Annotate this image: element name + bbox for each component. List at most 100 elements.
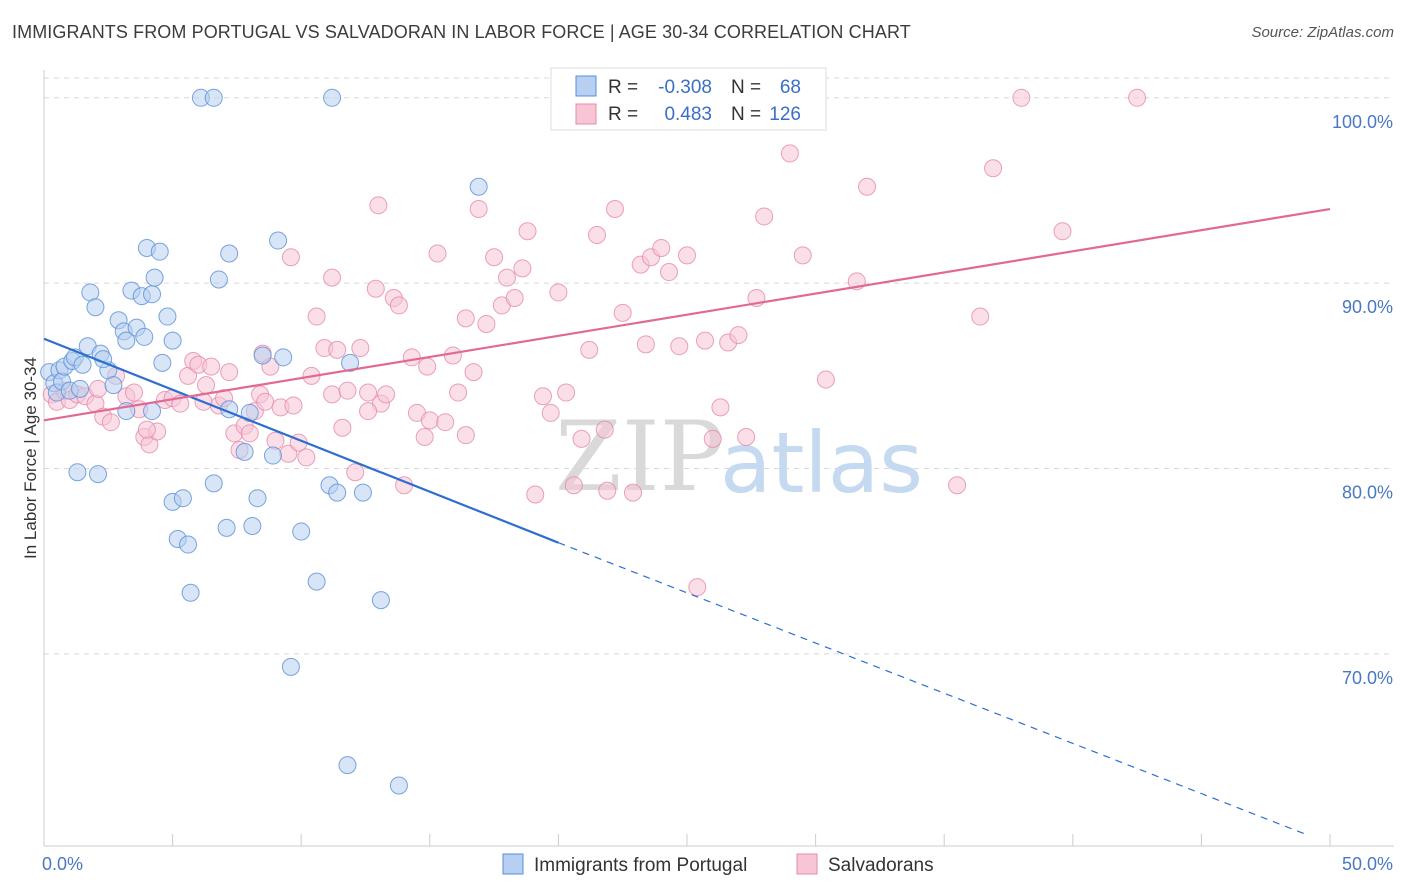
y-tick-label-0: 100.0% <box>1332 112 1393 132</box>
y-tick-label-3: 70.0% <box>1342 668 1393 688</box>
legend-r-label-2: R = <box>608 104 638 125</box>
salvadoran-point-50 <box>359 383 378 402</box>
salvadoran-point-47 <box>338 381 357 400</box>
salvadoran-point-103 <box>780 144 799 163</box>
salvadoran-point-49 <box>351 339 370 358</box>
portugal-trend-line <box>43 337 559 544</box>
portugal-point-56 <box>328 483 347 502</box>
salvadoran-point-33 <box>256 392 275 411</box>
salvadoran-point-61 <box>428 244 447 263</box>
salvadoran-point-90 <box>652 238 671 257</box>
salvadoran-point-118 <box>359 402 378 421</box>
source-label: Source: ZipAtlas.com <box>1251 24 1394 41</box>
salvadoran-point-122 <box>636 335 655 354</box>
salvadoran-point-44 <box>323 385 342 404</box>
legend-swatch-blue <box>575 75 597 97</box>
salvadoran-point-23 <box>202 357 221 376</box>
salvadoran-point-108 <box>948 476 967 495</box>
legend-n-value-2: 126 <box>769 104 801 125</box>
portugal-point-32 <box>89 465 108 484</box>
series-swatch-salvadorans <box>796 853 818 875</box>
salvadoran-point-117 <box>323 268 342 287</box>
salvadoran-point-97 <box>711 398 730 417</box>
portugal-point-28 <box>153 353 172 372</box>
portugal-point-58 <box>341 353 360 372</box>
salvadoran-point-40 <box>297 448 316 467</box>
portugal-point-63 <box>281 657 300 676</box>
salvadoran-point-35 <box>266 431 285 450</box>
salvadoran-point-71 <box>497 268 516 287</box>
salvadoran-point-109 <box>971 307 990 326</box>
salvadoran-point-104 <box>793 246 812 265</box>
portugal-point-64 <box>338 756 357 775</box>
portugal-point-31 <box>68 463 87 482</box>
portugal-point-26 <box>145 268 164 287</box>
salvadoran-trend-line <box>43 207 1331 422</box>
portugal-trend-extension <box>558 542 1305 835</box>
portugal-point-60 <box>307 572 326 591</box>
salvadoran-point-51 <box>366 279 385 298</box>
portugal-point-13 <box>86 298 105 317</box>
portugal-point-23 <box>135 327 154 346</box>
portugal-point-27 <box>150 242 169 261</box>
salvadoran-point-66 <box>464 363 483 382</box>
legend-n-label-1: N = <box>731 77 761 98</box>
portugal-point-45 <box>235 442 254 461</box>
salvadoran-point-22 <box>197 376 216 395</box>
trend-lines <box>43 207 1331 835</box>
salvadoran-point-78 <box>549 283 568 302</box>
correlation-legend: R = -0.308 N = 68 R = 0.483 N = 126 <box>550 67 827 131</box>
salvadoran-point-107 <box>858 177 877 196</box>
salvadoran-point-48 <box>346 463 365 482</box>
series-swatch-portugal <box>502 853 524 875</box>
salvadoran-point-82 <box>580 340 599 359</box>
grid-lines <box>44 77 1394 655</box>
salvadoran-point-114 <box>281 248 300 267</box>
portugal-point-62 <box>181 583 200 602</box>
salvadoran-point-86 <box>613 303 632 322</box>
salvadoran-point-73 <box>513 259 532 278</box>
salvadoran-point-120 <box>456 309 475 328</box>
legend-swatch-pink <box>575 103 597 125</box>
salvadoran-point-67 <box>469 200 488 219</box>
salvadoran-point-77 <box>541 403 560 422</box>
portugal-point-39 <box>209 270 228 289</box>
salvadoran-point-63 <box>443 346 462 365</box>
salvadoran-point-65 <box>456 426 475 445</box>
salvadoran-point-53 <box>377 385 396 404</box>
salvadoran-point-95 <box>696 331 715 350</box>
portugal-point-66 <box>143 402 162 421</box>
legend-r-label-1: R = <box>608 77 638 98</box>
salvadoran-point-80 <box>564 476 583 495</box>
portugal-point-25 <box>143 285 162 304</box>
portugal-point-53 <box>179 535 198 554</box>
salvadoran-point-85 <box>605 200 624 219</box>
salvadoran-point-102 <box>755 207 774 226</box>
salvadoran-point-100 <box>737 428 756 447</box>
portugal-point-54 <box>292 522 311 541</box>
portugal-point-37 <box>269 231 288 250</box>
legend-frame <box>550 67 827 131</box>
portugal-point-30 <box>163 331 182 350</box>
salvadoran-point-79 <box>557 383 576 402</box>
salvadoran-point-93 <box>678 246 696 265</box>
salvadoran-point-8 <box>101 413 120 432</box>
portugal-point-65 <box>389 776 408 795</box>
portugal-points <box>40 88 488 795</box>
portugal-point-51 <box>243 517 262 535</box>
salvadoran-point-38 <box>284 396 303 415</box>
salvadoran-point-45 <box>328 340 347 359</box>
salvadoran-point-75 <box>526 485 545 504</box>
salvadoran-point-26 <box>220 363 239 382</box>
salvadoran-point-111 <box>1012 88 1031 107</box>
y-axis-label: In Labor Force | Age 30-34 <box>21 357 40 559</box>
salvadoran-point-119 <box>418 357 437 376</box>
legend-r-value-1: -0.308 <box>658 77 712 98</box>
tick-labels: 100.0% 90.0% 80.0% 70.0% 0.0% 50.0% <box>42 112 1393 874</box>
portugal-point-41 <box>274 348 293 367</box>
portugal-point-9 <box>71 379 90 398</box>
salvadoran-point-110 <box>984 159 1003 178</box>
salvadoran-point-92 <box>670 337 689 356</box>
portugal-point-49 <box>173 489 192 508</box>
portugal-point-57 <box>353 483 372 502</box>
